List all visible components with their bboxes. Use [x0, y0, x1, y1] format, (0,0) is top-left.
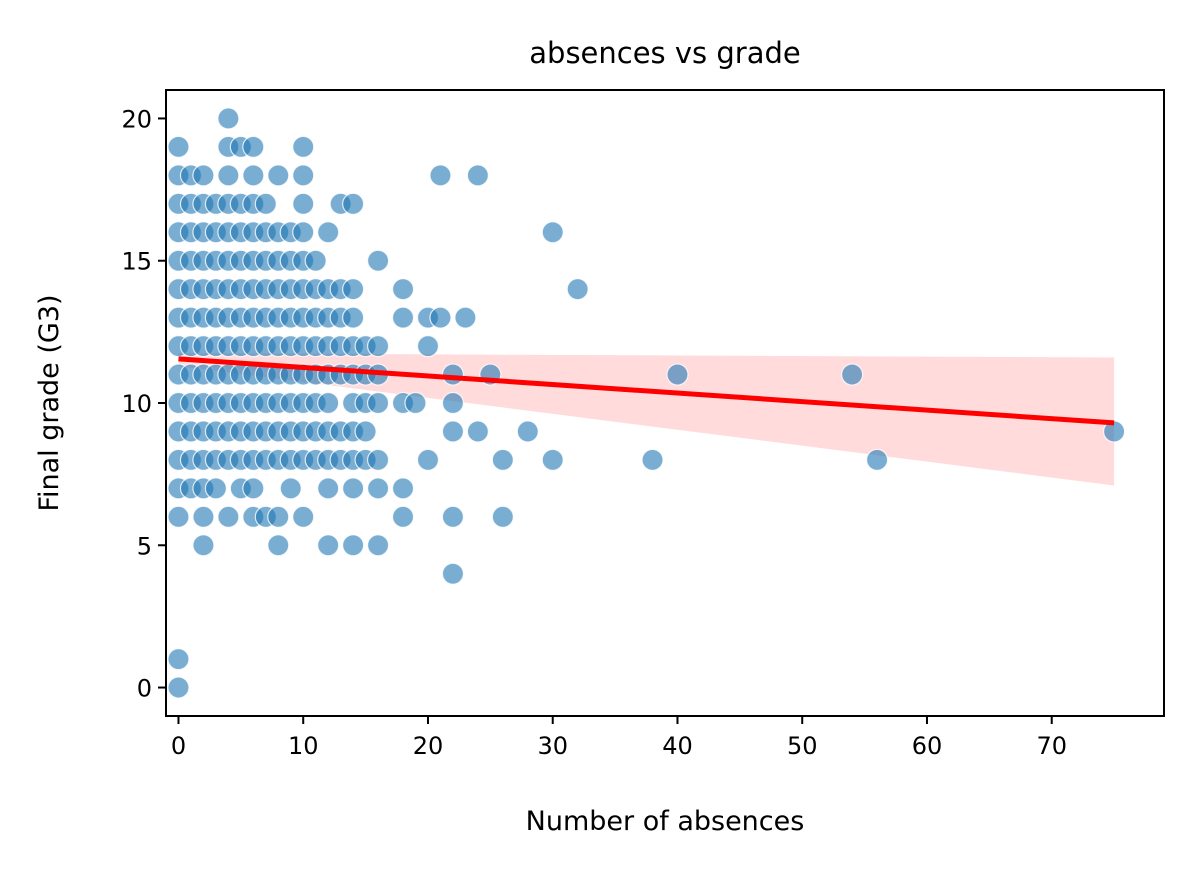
data-point: [192, 505, 215, 528]
data-point: [441, 562, 465, 585]
data-point: [242, 477, 265, 500]
data-point: [217, 107, 240, 130]
data-point: [342, 534, 365, 557]
data-point: [267, 505, 290, 528]
data-point: [491, 448, 514, 472]
y-tick-label: 15: [121, 248, 152, 276]
data-point: [865, 448, 889, 472]
y-axis-label: Final grade (G3): [34, 294, 65, 511]
x-tick-label: 10: [288, 732, 319, 760]
data-point: [317, 221, 340, 244]
data-point: [441, 363, 465, 386]
data-point: [292, 135, 315, 159]
data-points: [167, 107, 1126, 699]
y-tick-label: 0: [137, 675, 152, 703]
data-point: [404, 391, 427, 415]
data-point: [292, 164, 315, 187]
data-point: [317, 534, 340, 557]
x-tick-label: 70: [1036, 732, 1067, 760]
data-point: [279, 477, 302, 500]
data-point: [566, 278, 589, 301]
data-point: [167, 676, 190, 699]
data-point: [366, 249, 390, 272]
data-point: [254, 192, 277, 215]
data-point: [366, 448, 390, 472]
data-point: [391, 477, 415, 500]
x-axis-label: Number of absences: [526, 806, 805, 837]
x-tick-label: 40: [662, 732, 693, 760]
data-point: [491, 505, 514, 528]
y-tick-label: 20: [121, 105, 152, 133]
data-point: [192, 534, 215, 557]
data-point: [516, 420, 539, 443]
data-point: [342, 192, 365, 215]
x-tick-label: 0: [171, 732, 186, 760]
data-point: [366, 477, 390, 500]
data-point: [666, 363, 689, 386]
data-point: [242, 164, 265, 187]
data-point: [391, 505, 415, 528]
data-point: [292, 192, 315, 215]
data-point: [267, 534, 290, 557]
data-point: [641, 448, 664, 472]
data-point: [317, 391, 340, 415]
data-point: [167, 505, 190, 528]
data-point: [304, 249, 327, 272]
data-point: [441, 420, 465, 443]
data-point: [342, 477, 365, 500]
data-point: [366, 534, 390, 557]
x-tick-label: 30: [537, 732, 568, 760]
data-point: [217, 164, 240, 187]
data-point: [454, 306, 477, 329]
data-point: [192, 164, 215, 187]
data-point: [217, 505, 240, 528]
regression-line-layer: [178, 356, 1115, 426]
data-point: [292, 221, 315, 244]
data-point: [167, 135, 190, 159]
data-point: [366, 334, 390, 358]
data-point: [466, 164, 489, 187]
data-point: [441, 391, 465, 415]
data-point: [342, 306, 365, 329]
data-point: [391, 306, 415, 329]
y-tick-label: 10: [121, 390, 152, 418]
data-point: [466, 420, 489, 443]
regression-line: [178, 356, 1115, 426]
x-tick-label: 20: [413, 732, 444, 760]
x-tick-label: 50: [787, 732, 818, 760]
axes: 0 10 20 30 40 50 60 70 0 5 10 15 20: [121, 89, 1165, 760]
data-point: [342, 278, 365, 301]
data-point: [366, 391, 390, 415]
data-point: [242, 135, 265, 159]
data-point: [441, 505, 465, 528]
data-point: [354, 420, 377, 443]
data-point: [429, 306, 452, 329]
chart-title: absences vs grade: [529, 36, 800, 70]
data-point: [391, 278, 415, 301]
data-point: [416, 448, 440, 472]
data-point: [167, 647, 190, 671]
data-point: [267, 164, 290, 187]
data-point: [204, 477, 227, 500]
data-point: [292, 505, 315, 528]
data-point: [541, 221, 564, 244]
data-point: [416, 334, 440, 358]
x-tick-label: 60: [912, 732, 943, 760]
data-point: [841, 363, 864, 386]
data-point: [541, 448, 564, 472]
data-point: [317, 477, 340, 500]
y-tick-label: 5: [137, 532, 152, 560]
data-point: [429, 164, 452, 187]
